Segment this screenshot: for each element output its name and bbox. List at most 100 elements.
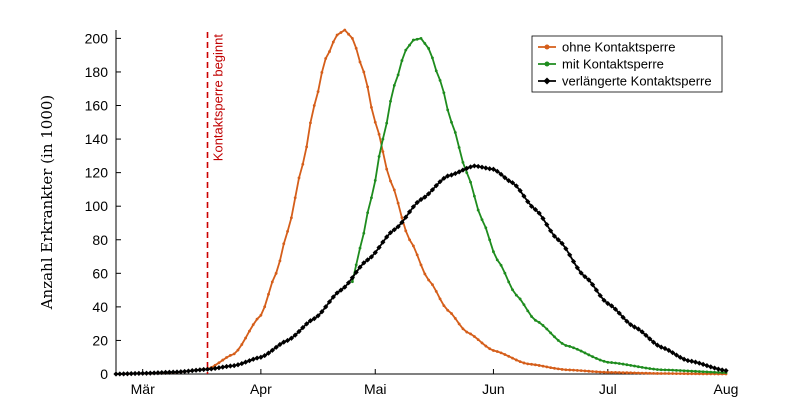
data-point [678, 372, 682, 376]
data-point [316, 90, 320, 93]
data-point [617, 362, 621, 365]
data-point [445, 173, 451, 179]
data-point [572, 346, 575, 350]
data-point [655, 372, 659, 375]
data-point [575, 347, 579, 351]
data-point [690, 372, 694, 376]
data-point [453, 131, 457, 134]
data-point [659, 372, 663, 375]
data-point [640, 371, 644, 375]
data-point [361, 260, 367, 266]
data-point [396, 201, 400, 205]
data-point [414, 199, 420, 206]
data-point [587, 369, 591, 373]
data-point [575, 368, 579, 372]
data-point [136, 370, 142, 376]
data-point [357, 264, 363, 270]
data-point [464, 165, 470, 171]
data-point [503, 271, 507, 275]
data-point [391, 227, 397, 233]
y-tick-label: 80 [92, 232, 108, 248]
data-point [366, 211, 370, 215]
x-tick-label: Mär [131, 381, 155, 397]
data-point [640, 365, 644, 369]
data-point [530, 315, 533, 318]
y-tick-label: 140 [85, 131, 109, 147]
data-point [643, 332, 649, 338]
data-point [274, 271, 278, 275]
data-point [559, 240, 565, 247]
data-point [259, 313, 263, 317]
data-point [499, 351, 503, 355]
data-point [480, 341, 484, 345]
data-point [292, 332, 298, 338]
data-point [621, 371, 625, 375]
data-point [381, 137, 385, 141]
data-point [193, 367, 199, 373]
annotation-label: Kontaktsperre beginnt [211, 34, 226, 162]
data-point [659, 368, 663, 372]
data-point [544, 222, 550, 228]
series-layer [113, 28, 729, 377]
data-point [563, 246, 569, 252]
data-point [716, 371, 720, 374]
data-point [492, 250, 495, 254]
data-point [204, 366, 211, 372]
y-tick-label: 200 [85, 30, 109, 46]
data-point [395, 224, 401, 230]
data-point [236, 348, 240, 352]
data-point [704, 363, 710, 369]
data-point [155, 370, 161, 376]
data-point [647, 336, 653, 342]
data-point [465, 330, 469, 334]
data-point [666, 347, 672, 353]
data-point [682, 369, 686, 373]
data-point [457, 146, 461, 149]
data-point [248, 329, 251, 333]
data-point [286, 229, 289, 233]
data-point [350, 280, 354, 284]
data-point [705, 370, 709, 374]
data-point [681, 356, 687, 362]
data-point [469, 180, 472, 184]
data-point [460, 167, 466, 173]
data-point [682, 372, 686, 376]
data-point [629, 363, 633, 367]
data-point [419, 263, 423, 267]
data-point [582, 274, 588, 280]
data-point [345, 280, 352, 286]
data-point [307, 318, 314, 324]
data-point [667, 372, 671, 375]
data-point [686, 372, 690, 376]
data-point [309, 121, 312, 125]
data-point [392, 83, 396, 87]
data-point [431, 56, 434, 60]
data-point [507, 280, 511, 284]
data-point [411, 244, 415, 248]
data-point [221, 358, 225, 362]
data-point [579, 369, 583, 373]
data-point [617, 371, 621, 374]
data-point [518, 297, 522, 301]
data-point [422, 194, 428, 200]
data-point [624, 318, 630, 324]
data-point [490, 166, 497, 172]
series-2 [350, 36, 728, 375]
data-point [384, 234, 390, 240]
data-point [594, 357, 598, 360]
data-point [528, 203, 535, 209]
data-point [185, 368, 192, 374]
data-point [525, 198, 531, 205]
data-point [338, 287, 344, 293]
data-point [567, 252, 573, 258]
data-point [406, 209, 413, 215]
data-point [723, 368, 729, 374]
data-point [297, 176, 301, 180]
data-point [208, 366, 214, 372]
data-point [471, 163, 477, 169]
data-point [494, 168, 500, 174]
data-point [686, 369, 690, 373]
data-point [461, 161, 465, 164]
data-point [701, 370, 705, 374]
data-point [411, 38, 415, 42]
